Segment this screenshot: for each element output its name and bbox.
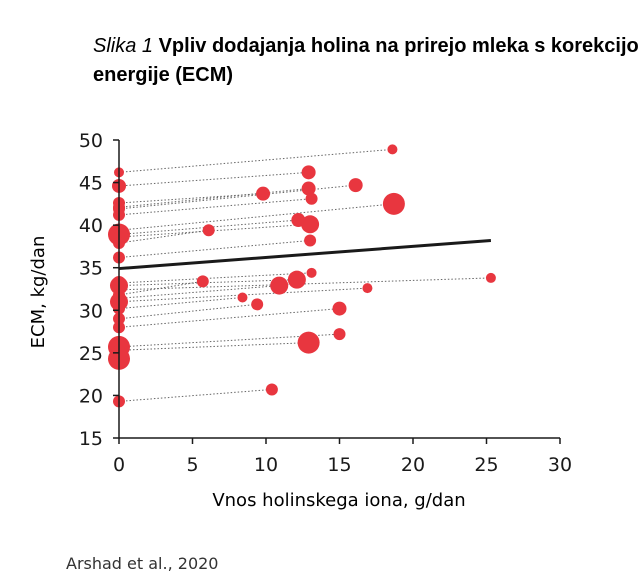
y-tick-label: 40 — [79, 215, 103, 237]
caption-text: Vpliv dodajanja holina na prirejo mleka … — [93, 35, 639, 86]
treatment-point — [301, 181, 316, 196]
connector-line — [118, 277, 491, 291]
treatment-point — [382, 192, 405, 215]
treatment-point — [202, 224, 215, 237]
connector-line — [118, 203, 394, 231]
data-points — [108, 144, 496, 408]
connector-line — [118, 388, 272, 402]
treatment-point — [362, 283, 373, 294]
treatment-point — [196, 275, 209, 288]
x-tick-label: 5 — [186, 454, 198, 476]
y-axis-label: ECM, kg/dan — [28, 236, 49, 349]
treatment-point — [237, 292, 248, 303]
treatment-point — [332, 301, 347, 316]
connector-line — [118, 297, 243, 310]
treatment-point — [297, 331, 320, 354]
treatment-point — [287, 270, 306, 289]
axes — [118, 140, 560, 439]
connector-line — [118, 229, 209, 244]
connector-line — [118, 188, 309, 208]
x-tick-label: 20 — [401, 454, 425, 476]
treatment-point — [256, 186, 271, 201]
treatment-point — [251, 298, 264, 311]
treatment-point — [301, 215, 320, 234]
treatment-point — [485, 272, 496, 283]
y-tick-label: 35 — [79, 258, 103, 280]
connector-line — [118, 303, 258, 320]
connector-line — [118, 193, 264, 204]
treatment-point — [348, 178, 363, 193]
connector-line — [118, 287, 368, 303]
treatment-point — [304, 234, 317, 247]
x-tick-label: 25 — [474, 454, 498, 476]
x-tick-label: 30 — [548, 454, 572, 476]
y-tick-label: 20 — [79, 385, 103, 407]
treatment-point — [305, 192, 318, 205]
y-tick-label: 30 — [79, 300, 103, 322]
y-tick-label: 45 — [79, 173, 103, 195]
treatment-point — [387, 144, 398, 155]
connector-line — [118, 198, 312, 216]
x-tick-label: 10 — [254, 454, 278, 476]
treatment-point — [301, 165, 316, 180]
treatment-point — [265, 383, 278, 396]
treatment-point — [333, 328, 346, 341]
y-tick-label: 15 — [79, 428, 103, 450]
connector-line — [118, 308, 340, 328]
trend-line — [118, 238, 492, 271]
y-tick-label: 50 — [79, 130, 103, 152]
x-tick-label: 0 — [113, 454, 125, 476]
x-axis-label: Vnos holinskega iona, g/dan — [212, 490, 465, 511]
caption-label: Slika 1 — [93, 35, 154, 57]
connector-line — [118, 184, 356, 210]
y-ticks: 15 20 25 30 35 40 45 50 — [79, 130, 119, 450]
connector-line — [118, 285, 280, 299]
treatment-point — [306, 267, 317, 278]
y-tick-label: 25 — [79, 343, 103, 365]
x-tick-label: 15 — [327, 454, 351, 476]
connector-line — [118, 280, 203, 296]
connector-line — [118, 148, 393, 173]
figure-caption: Slika 1 Vpliv dodajanja holina na prirej… — [93, 32, 641, 90]
connector-line — [118, 342, 309, 351]
trend-line-group — [118, 238, 492, 271]
treatment-point — [270, 276, 289, 295]
connector-line — [118, 171, 309, 187]
x-ticks: 0 5 10 15 20 25 30 — [113, 438, 572, 476]
connector-line — [118, 239, 311, 258]
connector-line — [118, 272, 312, 284]
source-citation: Arshad et al., 2020 — [66, 554, 219, 573]
